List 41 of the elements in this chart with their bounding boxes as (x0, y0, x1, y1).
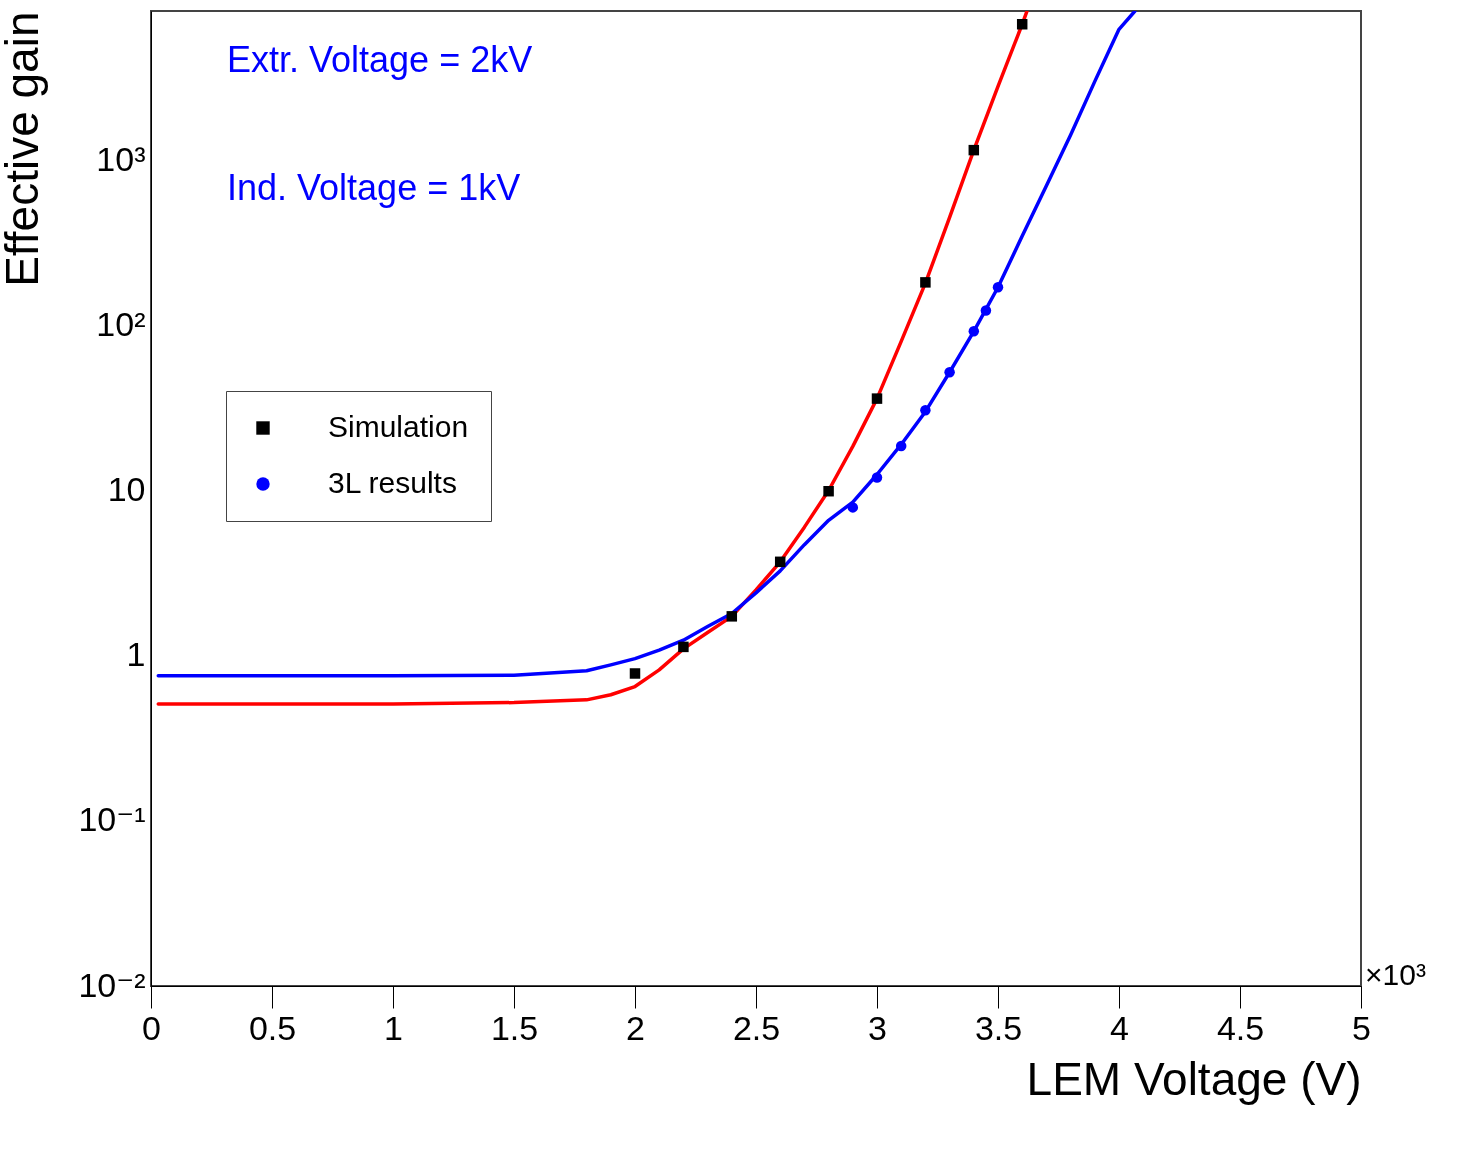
point (920, 277, 931, 288)
y-tick-label: 10³ (96, 139, 146, 178)
legend-label: 3L results (328, 466, 457, 499)
annotation: Ind. Voltage = 1kV (227, 167, 521, 208)
point (944, 367, 955, 378)
y-tick-label: 10⁻² (78, 965, 146, 1004)
x-tick-label: 4 (1110, 1008, 1129, 1047)
point (871, 472, 883, 483)
point (823, 485, 834, 497)
point (871, 393, 883, 404)
y-tick-label: 10⁻¹ (78, 800, 146, 839)
point (774, 556, 786, 568)
annotation: Extr. Voltage = 2kV (227, 39, 533, 80)
x-tick-label: 1 (384, 1008, 403, 1047)
y-axis-title: Effective gain (0, 11, 49, 287)
x-tick-label: 2.5 (732, 1008, 781, 1047)
legend-label: Simulation (328, 410, 469, 443)
point (847, 502, 859, 513)
x-tick-label: 2 (626, 1008, 645, 1047)
y-tick-label: 1 (126, 635, 146, 674)
x-tick-label: 1.5 (490, 1008, 539, 1047)
x-tick-label: 3.5 (974, 1008, 1023, 1047)
point (726, 611, 738, 622)
point (980, 305, 992, 316)
point (678, 641, 689, 653)
point (1016, 19, 1028, 30)
x-tick-label: 0.5 (248, 1008, 297, 1047)
point (629, 668, 641, 679)
text: ×10³ (1365, 958, 1426, 991)
x-tick-label: 3 (868, 1008, 887, 1047)
x-tick-label: 5 (1352, 1008, 1371, 1047)
x-tick-label: 4.5 (1216, 1008, 1265, 1047)
point (920, 405, 931, 416)
point (992, 282, 1004, 293)
point (895, 440, 907, 452)
point (968, 326, 980, 337)
y-tick-label: 10 (107, 470, 146, 508)
y-tick-label: 10² (96, 304, 146, 343)
x-tick-label: 0 (142, 1008, 161, 1047)
x-axis-title: LEM Voltage (V) (1026, 1052, 1362, 1105)
point (968, 144, 980, 156)
